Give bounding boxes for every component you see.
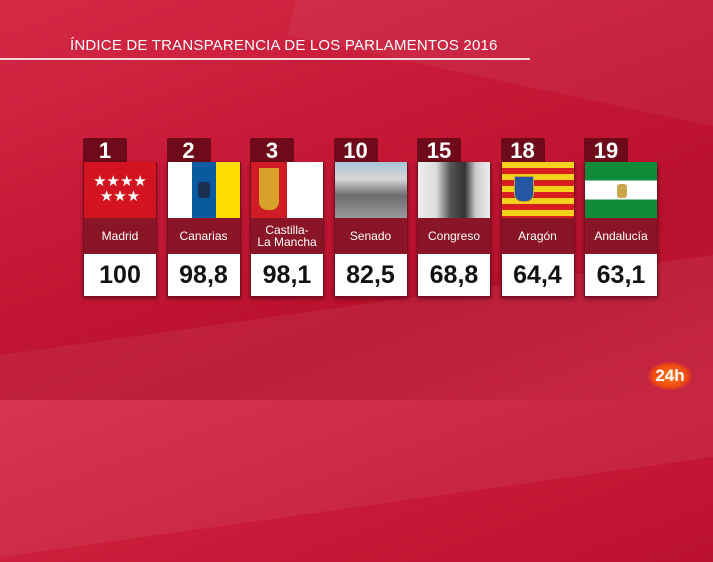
parliament-name: Aragón: [501, 218, 574, 254]
transparency-score: 100: [84, 254, 156, 296]
card-body: ★★★★ ★★★ Madrid 100: [83, 162, 157, 297]
background-sheen: [287, 0, 713, 161]
canarias-flag: [167, 162, 240, 218]
transparency-score: 63,1: [585, 254, 657, 296]
parliament-name: Castilla- La Mancha: [251, 218, 323, 254]
transparency-score: 64,4: [501, 254, 574, 296]
channel-logo: 24h: [648, 362, 692, 390]
card-body: Andalucía 63,1: [584, 162, 658, 297]
rank-badge: 10: [333, 138, 378, 163]
parliament-name: Andalucía: [585, 218, 657, 254]
aragon-flag: [501, 162, 574, 218]
card-body: Senado 82,5: [333, 162, 408, 297]
rank-badge: 2: [166, 138, 211, 163]
rank-badge: 19: [584, 138, 628, 163]
ranking-card: 18 Aragón 64,4: [500, 138, 575, 297]
rank-badge: 15: [417, 138, 461, 163]
parliament-name: Congreso: [418, 218, 490, 254]
card-body: Canarias 98,8: [166, 162, 241, 297]
transparency-score: 98,8: [167, 254, 240, 296]
andalucia-flag: [585, 162, 657, 218]
ranking-card: 15 Congreso 68,8: [417, 138, 491, 297]
ranking-card: 3 Castilla- La Mancha 98,1: [250, 138, 324, 297]
congreso-photo: [418, 162, 490, 218]
card-body: Castilla- La Mancha 98,1: [250, 162, 324, 297]
madrid-flag: ★★★★ ★★★: [84, 162, 156, 218]
ranking-card: 2 Canarias 98,8: [166, 138, 241, 297]
parliament-name: Canarias: [167, 218, 240, 254]
parliament-name: Senado: [334, 218, 407, 254]
ranking-card: 19 Andalucía 63,1: [584, 138, 658, 297]
transparency-score: 82,5: [334, 254, 407, 296]
parliament-name: Madrid: [84, 218, 156, 254]
rank-badge: 3: [250, 138, 294, 163]
transparency-score: 68,8: [418, 254, 490, 296]
senado-photo: [334, 162, 407, 218]
castilla-la-mancha-flag: [251, 162, 323, 218]
ranking-card: 10 Senado 82,5: [333, 138, 408, 297]
card-body: Congreso 68,8: [417, 162, 491, 297]
title-underline: [0, 58, 530, 60]
ranking-card: 1 ★★★★ ★★★ Madrid 100: [83, 138, 157, 297]
rank-badge: 1: [83, 138, 127, 163]
rank-badge: 18: [500, 138, 545, 163]
chart-title: ÍNDICE DE TRANSPARENCIA DE LOS PARLAMENT…: [70, 37, 498, 54]
transparency-score: 98,1: [251, 254, 323, 296]
card-body: Aragón 64,4: [500, 162, 575, 297]
